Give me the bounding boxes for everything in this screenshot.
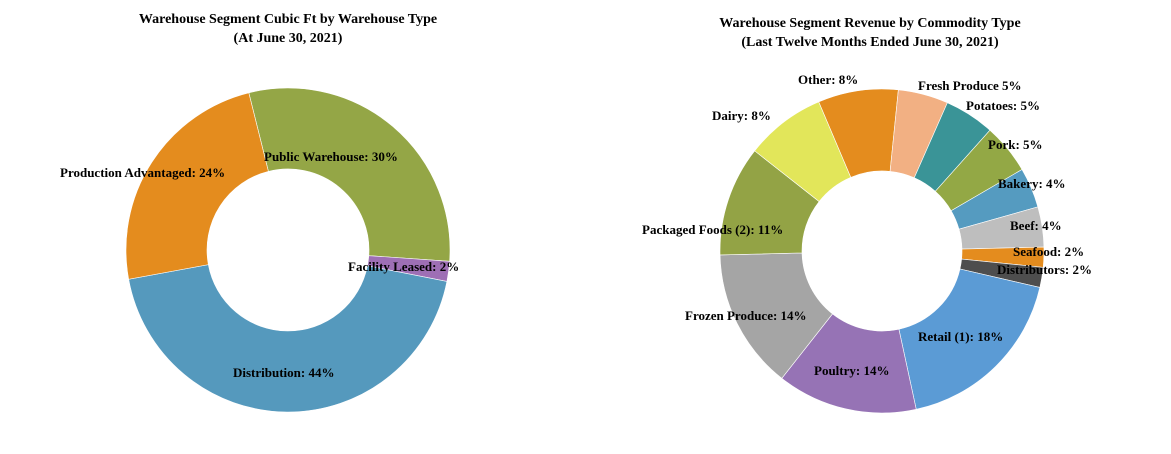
chart-title-line-1: Warehouse Segment Revenue by Commodity T… — [719, 16, 1020, 31]
data-label: Bakery: 4% — [998, 176, 1066, 191]
chart-cubic-ft: Warehouse Segment Cubic Ft by Warehouse … — [60, 12, 459, 413]
data-label: Distribution: 44% — [233, 365, 334, 380]
data-labels: Public Warehouse: 30% Facility Leased: 2%… — [60, 149, 459, 380]
data-label: Packaged Foods (2): 11% — [642, 222, 783, 237]
chart-revenue-by-commodity: Warehouse Segment Revenue by Commodity T… — [642, 16, 1092, 414]
slice-public-warehouse — [248, 87, 451, 262]
chart-title-line-2: (At June 30, 2021) — [234, 31, 343, 46]
donut-slices — [719, 88, 1045, 414]
data-label: Production Advantaged: 24% — [60, 165, 225, 180]
slice-dairy — [754, 101, 852, 202]
data-label: Dairy: 8% — [712, 108, 771, 123]
data-label: Public Warehouse: 30% — [264, 149, 398, 164]
data-label: Fresh Produce 5% — [918, 78, 1022, 93]
data-label: Pork: 5% — [988, 137, 1043, 152]
data-labels: Other: 8% Fresh Produce 5% Potatoes: 5% Por… — [642, 72, 1092, 378]
slice-retail-1 — [898, 268, 1041, 410]
donut-slices — [125, 87, 451, 413]
data-label: Seafood: 2% — [1013, 244, 1084, 259]
data-label: Frozen Produce: 14% — [685, 308, 807, 323]
data-label: Beef: 4% — [1010, 218, 1062, 233]
data-label: Poultry: 14% — [814, 363, 889, 378]
chart-title-line-1: Warehouse Segment Cubic Ft by Warehouse … — [139, 12, 437, 27]
data-label: Retail (1): 18% — [918, 329, 1003, 344]
slice-production-advantaged — [125, 92, 269, 280]
chart-title-line-2: (Last Twelve Months Ended June 30, 2021) — [741, 35, 999, 50]
data-label: Potatoes: 5% — [966, 98, 1040, 113]
data-label: Other: 8% — [798, 72, 858, 87]
data-label: Facility Leased: 2% — [348, 259, 459, 274]
data-label: Distributors: 2% — [997, 262, 1092, 277]
slice-distribution — [128, 264, 448, 413]
